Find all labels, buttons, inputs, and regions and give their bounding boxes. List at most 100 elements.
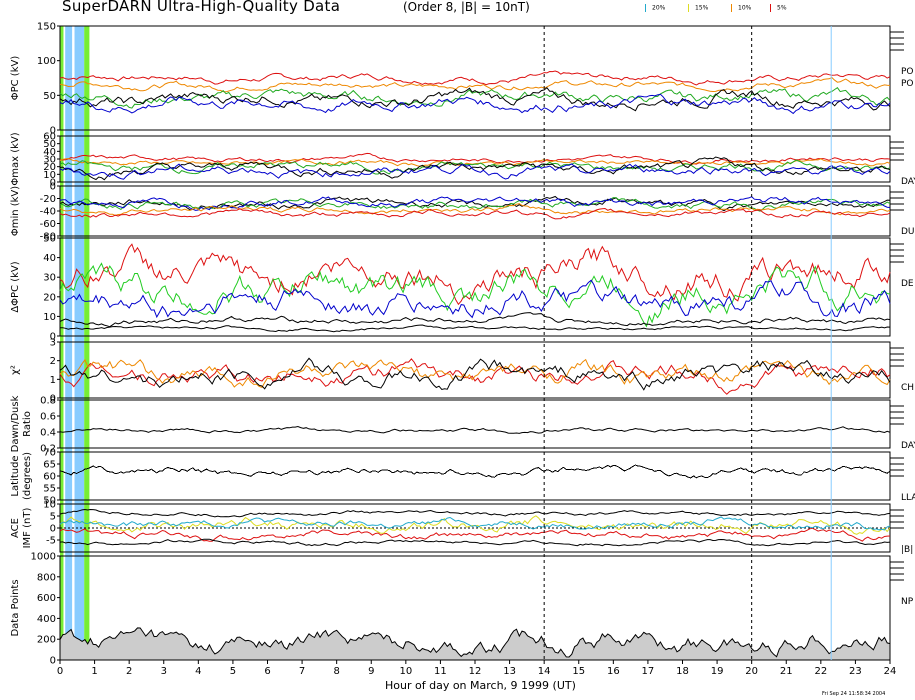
y-tick-label-phi-max: 50: [43, 139, 56, 150]
legend-item-20: 20%: [645, 4, 665, 12]
side-label-phi-max: DAY: [901, 177, 915, 187]
x-tick-label: 10: [399, 666, 412, 677]
series-fill-data-points: [59, 627, 891, 661]
y-tick-label-dawn-dusk: 0.2: [40, 444, 56, 455]
y-tick-label-phi-pc: 0: [50, 126, 56, 137]
y-tick-label-data-points: 200: [37, 635, 56, 646]
y-tick-label-phi-min: -80: [40, 232, 56, 243]
panel-frame-phi-pc: [59, 25, 891, 131]
side-label-dawn-dusk: DAY: [901, 441, 915, 451]
y-tick-label-data-points: 0: [50, 656, 56, 667]
y-tick-label-imf: 5: [50, 512, 56, 523]
series-line-delta-phi-1: [59, 262, 891, 328]
panel-frame-chi2: [59, 341, 891, 399]
x-axis-label: Hour of day on March, 9 1999 (UT): [385, 679, 576, 692]
y-tick-label-imf: 0: [50, 524, 56, 535]
y-tick-label-dawn-dusk: 0.6: [40, 412, 56, 423]
y-tick-label-latitude: 50: [43, 496, 56, 507]
panel-frame-delta-phi: [59, 237, 891, 337]
panel-frame-latitude: [59, 451, 891, 501]
y-tick-label-data-points: 1000: [31, 552, 56, 563]
x-tick-label: 13: [503, 666, 516, 677]
x-tick-label: 1: [91, 666, 97, 677]
y-tick-label-data-points: 400: [37, 614, 56, 625]
shaded-band-0: [60, 26, 64, 660]
series-line-chi2-1: [59, 358, 891, 389]
x-tick-label: 15: [572, 666, 585, 677]
chart-title: SuperDARN Ultra-High-Quality Data: [62, 0, 341, 15]
timestamp-footer: Fri Sep 24 11:58:34 2004: [822, 691, 886, 697]
shaded-band-3: [84, 26, 90, 660]
series-line-imf-0: [59, 508, 891, 518]
legend-swatch: [770, 4, 771, 12]
x-tick-label: 7: [299, 666, 305, 677]
y-axis-label-delta-phi: ΔΦPC (kV): [10, 261, 21, 312]
legend-swatch: [688, 4, 689, 12]
series-line-delta-phi-4: [60, 324, 891, 333]
y-tick-label-delta-phi: 40: [43, 253, 56, 264]
legend-label: 15%: [695, 4, 709, 12]
y-tick-label-delta-phi: 20: [43, 292, 56, 303]
series-line-phi-pc-0: [59, 70, 891, 86]
y-axis-label-phi-pc: ΦPC (kV): [10, 56, 21, 101]
legend-swatch: [731, 4, 732, 12]
series-line-imf-1: [59, 527, 891, 542]
x-tick-label: 22: [814, 666, 827, 677]
y-tick-label-imf: 10: [43, 500, 56, 511]
y-tick-label-phi-max: 0: [50, 178, 56, 189]
side-label-chi2: CH: [901, 383, 914, 393]
series-line-phi-max-4: [59, 163, 891, 180]
y-tick-label-phi-min: -60: [40, 219, 56, 230]
x-tick-label: 9: [368, 666, 374, 677]
y-axis-label-imf: ACE: [10, 518, 21, 538]
series-line-dawn-dusk-0: [59, 425, 891, 434]
series-line-chi2-2: [59, 357, 891, 391]
side-label-phi-min: DU: [901, 227, 915, 237]
y-axis-label-phi-max: Φmax (kV): [10, 132, 21, 185]
y-axis-label-extra-dawn-dusk: Ratio: [22, 411, 33, 437]
y-tick-label-phi-max: 20: [43, 162, 56, 173]
y-tick-label-data-points: 800: [37, 572, 56, 583]
y-tick-label-delta-phi: 0: [50, 332, 56, 343]
y-tick-label-latitude: 70: [43, 448, 56, 459]
panel-frame-dawn-dusk: [59, 399, 891, 449]
y-tick-label-phi-min: -20: [40, 194, 56, 205]
y-tick-label-phi-max: 10: [43, 170, 56, 181]
y-tick-label-phi-pc: 50: [43, 91, 56, 102]
x-tick-label: 5: [230, 666, 236, 677]
y-tick-label-data-points: 600: [37, 593, 56, 604]
side-label-latitude: LLA: [901, 493, 915, 503]
y-tick-label-chi2: 3: [50, 338, 56, 349]
side-label-data-points: NP: [901, 597, 914, 607]
y-axis-label-dawn-dusk: Dawn/Dusk: [10, 395, 21, 452]
panel-frame-phi-min: [59, 185, 891, 237]
shaded-band-2: [74, 26, 85, 660]
x-tick-label: 24: [884, 666, 897, 677]
y-axis-label-data-points: Data Points: [10, 579, 21, 636]
y-tick-label-delta-phi: 50: [43, 234, 56, 245]
shaded-band-1: [65, 26, 73, 660]
y-tick-label-phi-pc: 100: [37, 56, 56, 67]
legend-item-5: 5%: [770, 4, 787, 12]
x-tick-label: 14: [538, 666, 551, 677]
y-tick-label-delta-phi: 10: [43, 312, 56, 323]
x-tick-label: 3: [161, 666, 167, 677]
side-label-phi-pc: PO: [901, 79, 914, 89]
legend-item-15: 15%: [688, 4, 708, 12]
side-label-imf: |B|: [901, 545, 913, 555]
x-tick-label: 17: [642, 666, 655, 677]
x-tick-label: 12: [469, 666, 482, 677]
series-line-latitude-0: [59, 464, 891, 479]
x-tick-label: 4: [195, 666, 201, 677]
y-tick-label-latitude: 65: [43, 460, 56, 471]
y-tick-label-dawn-dusk: 0.8: [40, 396, 56, 407]
x-tick-label: 0: [57, 666, 63, 677]
side-label-phi-pc: PO: [901, 67, 914, 77]
y-tick-label-phi-max: 30: [43, 155, 56, 166]
x-tick-label: 8: [333, 666, 339, 677]
x-tick-label: 19: [711, 666, 724, 677]
y-axis-label-latitude: Latitude: [10, 455, 21, 496]
x-tick-label: 23: [849, 666, 862, 677]
